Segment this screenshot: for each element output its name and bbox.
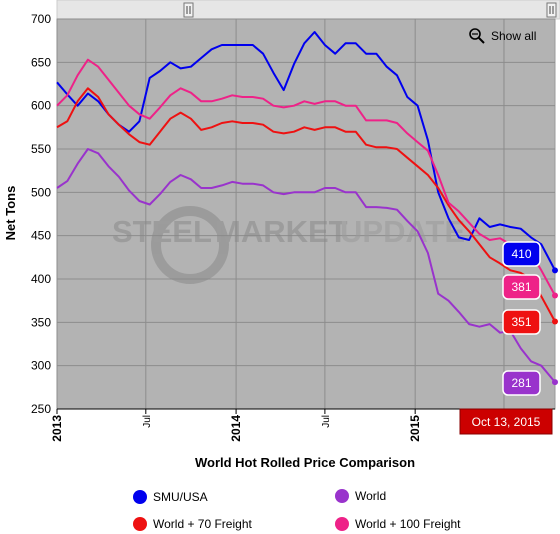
- legend: SMU/USA World World + 70 Freight World + 10…: [133, 489, 461, 531]
- legend-label: World + 70 Freight: [153, 517, 252, 531]
- x-tick-label: Jul: [321, 415, 332, 428]
- value-badge-label: 351: [511, 315, 531, 329]
- value-badge: 281: [502, 370, 541, 396]
- watermark-word-2: MARKET: [215, 214, 348, 249]
- y-tick-label: 400: [31, 272, 51, 286]
- value-badge-box: [502, 309, 541, 335]
- value-badge-label: 281: [511, 376, 531, 390]
- legend-item[interactable]: SMU/USA: [133, 490, 208, 504]
- legend-item[interactable]: World + 70 Freight: [133, 517, 252, 531]
- y-tick-label: 300: [31, 359, 51, 373]
- legend-marker: [335, 489, 349, 503]
- legend-item[interactable]: World: [335, 489, 386, 503]
- legend-label: World + 100 Freight: [355, 517, 461, 531]
- y-axis: 250 300 350 400 450 500 550 600 650 700: [31, 12, 51, 416]
- legend-item[interactable]: World + 100 Freight: [335, 517, 461, 531]
- navigator-handle-right[interactable]: [546, 2, 557, 18]
- chart-title: World Hot Rolled Price Comparison: [195, 455, 415, 470]
- series-line-world: [56, 148, 556, 383]
- legend-marker: [133, 490, 147, 504]
- navigator-handle-left[interactable]: [183, 2, 194, 18]
- watermark-word-1: STEEL: [112, 214, 212, 249]
- value-badge-label: 410: [511, 247, 531, 261]
- value-badge-label: 381: [511, 280, 531, 294]
- series-end-point: [552, 292, 558, 299]
- x-tick-label: 2014: [229, 415, 243, 442]
- series-end-point: [552, 379, 558, 386]
- legend-label: World: [355, 489, 386, 503]
- y-tick-label: 600: [31, 99, 51, 113]
- show-all-button[interactable]: Show all: [469, 28, 536, 44]
- y-tick-label: 500: [31, 185, 51, 199]
- legend-marker: [335, 517, 349, 531]
- value-badge: 410: [502, 241, 541, 267]
- watermark-word-3: UPDATE: [340, 214, 465, 249]
- x-tick-label: 2013: [50, 415, 64, 442]
- series-end-point: [552, 267, 558, 274]
- y-tick-label: 700: [31, 12, 51, 26]
- value-badge-box: [502, 241, 541, 267]
- series-line-smu-usa: [56, 31, 556, 271]
- value-badge-box: [502, 274, 541, 300]
- navigator-track[interactable]: [56, 0, 560, 20]
- date-badge-label: Oct 13, 2015: [472, 415, 541, 429]
- y-tick-label: 250: [31, 402, 51, 416]
- series-line-world-100-freight: [56, 58, 556, 296]
- zoom-icon: [469, 28, 485, 44]
- value-badge: 351: [502, 309, 541, 335]
- legend-marker: [133, 517, 147, 531]
- value-badge: 381: [502, 274, 541, 300]
- x-tick-label: 2015: [408, 415, 422, 442]
- y-tick-label: 350: [31, 315, 51, 329]
- show-all-label: Show all: [491, 29, 536, 43]
- plot-area: [56, 18, 556, 410]
- watermark-logo: STEEL MARKET UPDATE: [112, 206, 465, 284]
- y-tick-label: 550: [31, 142, 51, 156]
- value-badges: 410 351 381 281: [502, 241, 541, 396]
- y-axis-title: Net Tons: [3, 186, 18, 241]
- y-tick-label: 450: [31, 229, 51, 243]
- series-lines: [56, 31, 558, 386]
- series-end-point: [552, 318, 558, 325]
- date-badge: Oct 13, 2015: [459, 408, 553, 435]
- y-tick-label: 650: [31, 55, 51, 69]
- legend-label: SMU/USA: [153, 490, 208, 504]
- series-line-world-70-freight: [56, 87, 556, 322]
- value-badge-box: [502, 370, 541, 396]
- x-tick-label: Jul: [142, 415, 153, 428]
